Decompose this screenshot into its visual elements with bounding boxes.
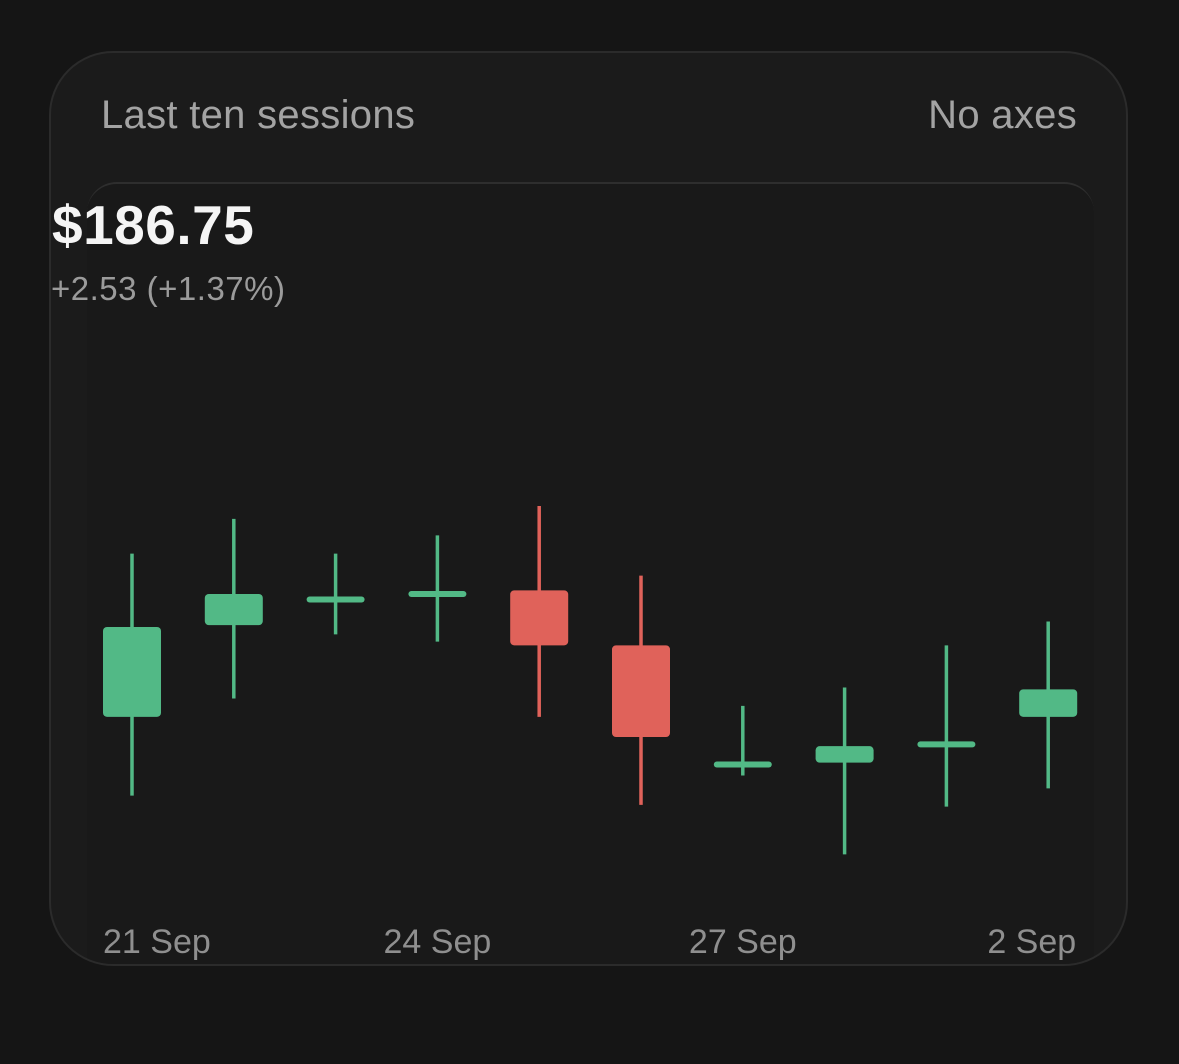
- candle-body: [103, 627, 161, 717]
- card-header: Last ten sessions No axes: [51, 53, 1126, 183]
- candle: [408, 535, 467, 642]
- x-tick-label: 2 Sep: [987, 923, 1076, 961]
- candle-body: [408, 591, 467, 597]
- x-tick-label: 24 Sep: [384, 923, 492, 961]
- candles-group: [103, 506, 1078, 855]
- candle-body: [917, 741, 976, 748]
- price-value: $186.75: [52, 194, 255, 256]
- candle: [103, 553, 161, 796]
- candle: [917, 645, 976, 807]
- candle-body: [612, 645, 670, 737]
- card-title: Last ten sessions: [101, 93, 416, 137]
- candle-body: [1019, 689, 1078, 717]
- candle: [204, 518, 263, 699]
- candle-body: [204, 594, 263, 626]
- candle: [713, 705, 772, 776]
- candle: [306, 553, 365, 635]
- candle: [510, 506, 569, 717]
- x-tick-labels: 21 Sep 24 Sep 27 Sep 2 Sep: [103, 923, 1076, 961]
- card-body: [87, 182, 1094, 964]
- x-tick-label: 21 Sep: [103, 923, 211, 961]
- candle-body: [510, 590, 569, 646]
- candle-body: [713, 761, 772, 768]
- candle: [1019, 621, 1078, 789]
- card-note: No axes: [928, 93, 1077, 137]
- candle: [815, 687, 874, 855]
- price-change: +2.53 (+1.37%): [51, 270, 286, 307]
- candle: [612, 575, 670, 805]
- candle-body: [815, 746, 874, 763]
- candle-body: [306, 596, 365, 603]
- chart-card: Last ten sessions No axes: [49, 51, 1128, 966]
- x-tick-label: 27 Sep: [689, 923, 797, 961]
